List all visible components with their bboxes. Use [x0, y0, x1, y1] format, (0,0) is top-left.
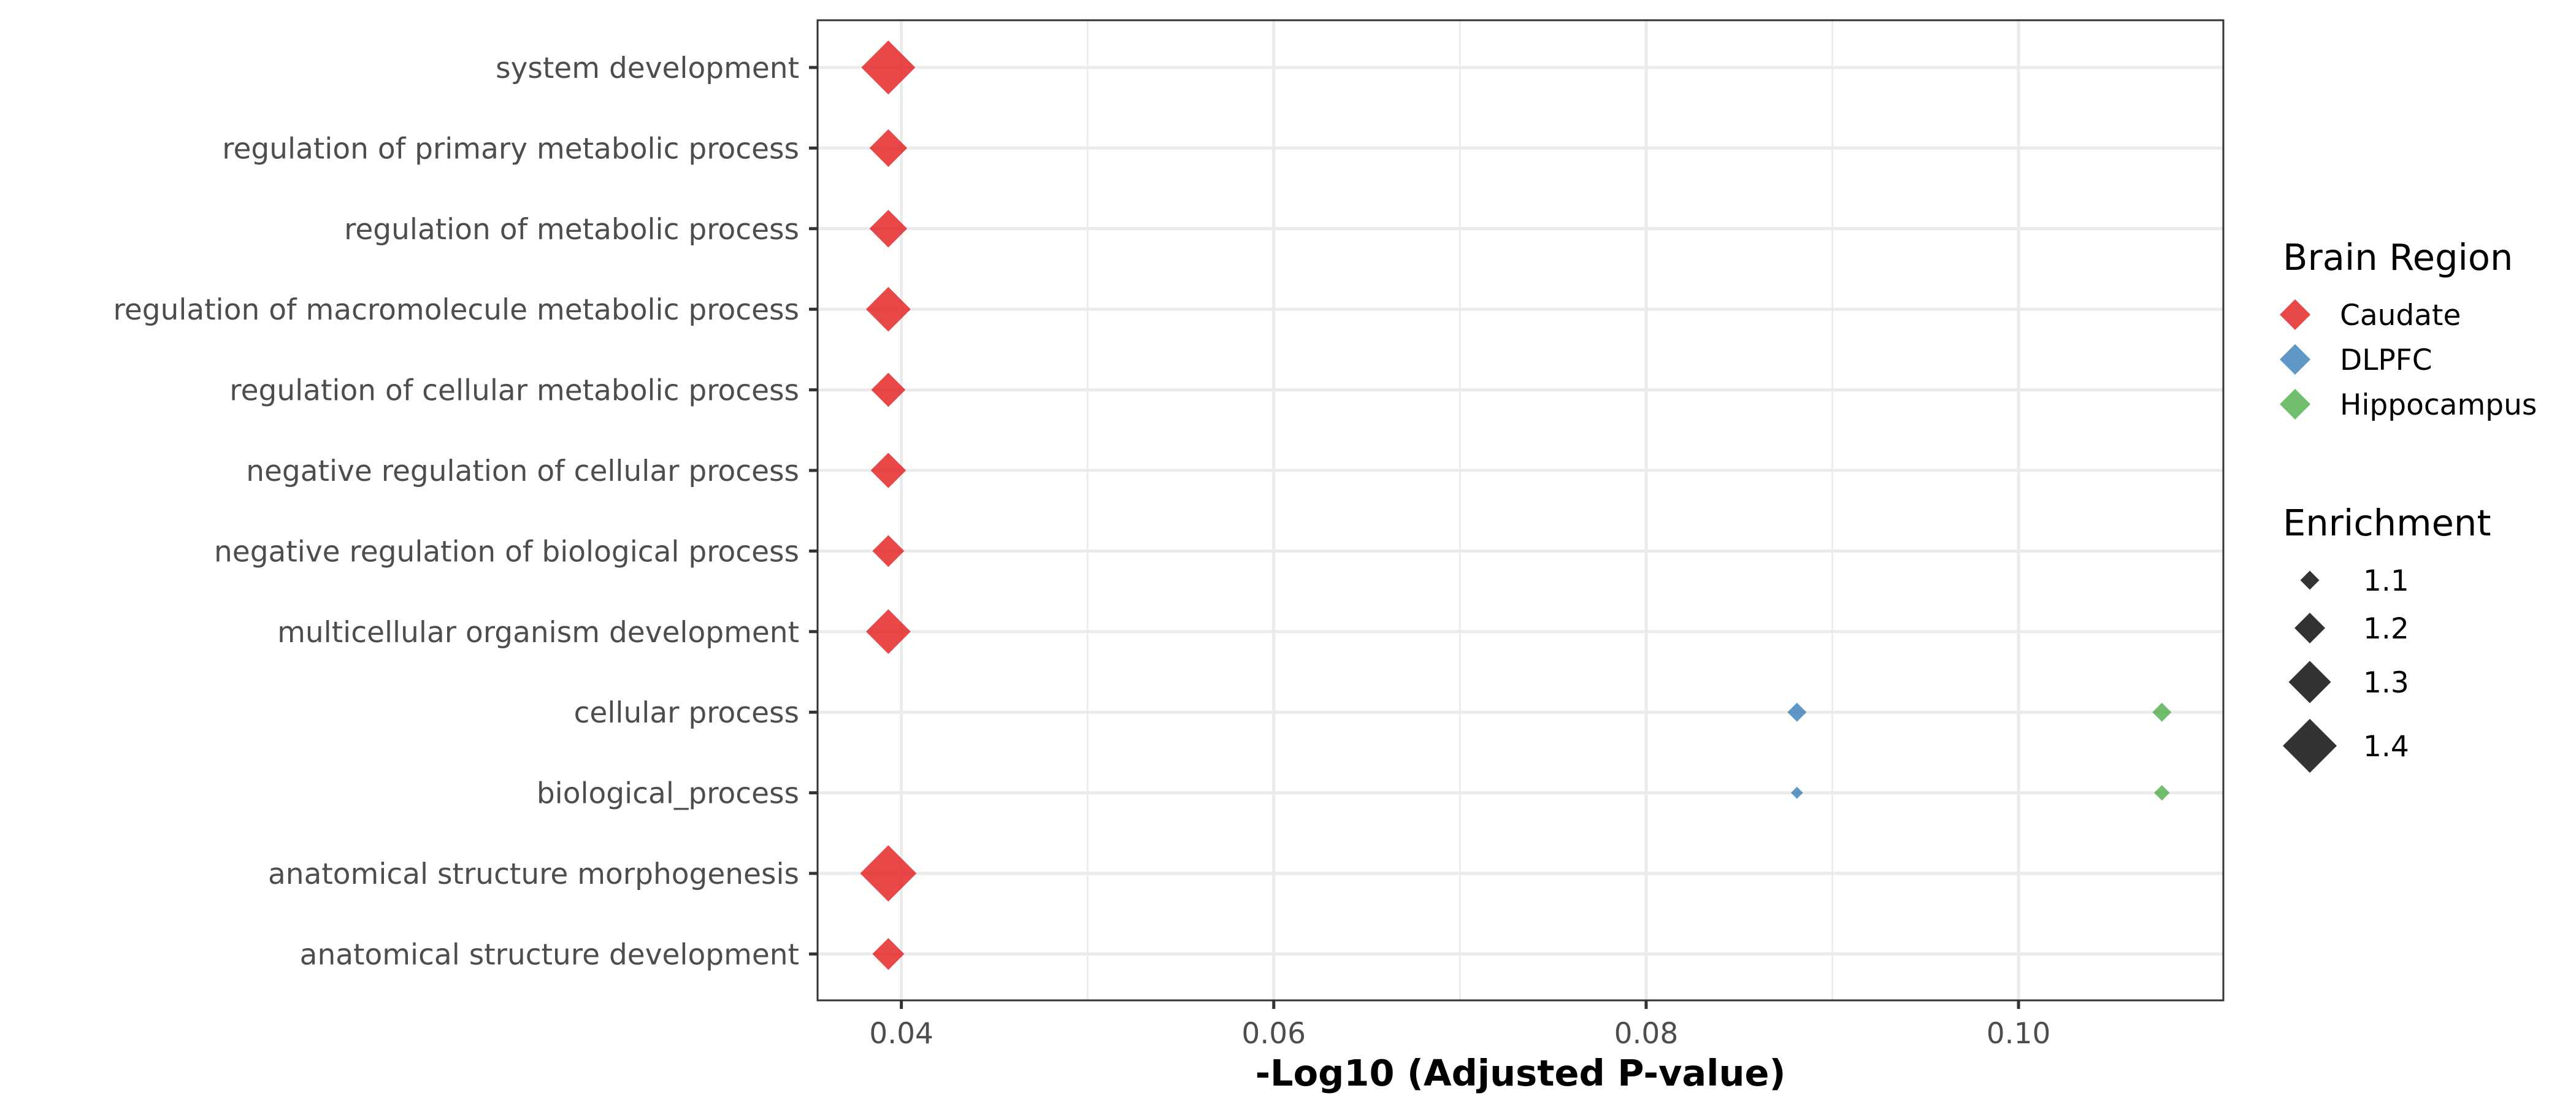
- data-point-caudate: [870, 453, 907, 488]
- legend-size-key: [2294, 613, 2325, 643]
- y-tick-label: system development: [496, 52, 799, 85]
- legend-enrichment: Enrichment 1.1 1.2 1.3 1.4: [2283, 502, 2491, 773]
- data-point-dlpfc: [1787, 702, 1807, 722]
- x-tick-label: 0.06: [1241, 1017, 1306, 1051]
- x-tick-label: 0.10: [1987, 1017, 2051, 1051]
- data-point-caudate: [871, 372, 906, 407]
- plot-panel: [816, 19, 2225, 1002]
- x-axis-title: -Log10 (Adjusted P-value): [1255, 1052, 1786, 1094]
- y-tick-label: regulation of cellular metabolic process: [229, 374, 799, 408]
- data-point-caudate: [860, 845, 917, 902]
- legend-label-dlpfc: DLPFC: [2340, 343, 2432, 377]
- legend-size-label: 1.3: [2363, 666, 2409, 700]
- y-tick-label: biological_process: [537, 777, 799, 811]
- y-tick-label: regulation of macromolecule metabolic pr…: [113, 293, 799, 327]
- legend-key-dlpfc: [2280, 344, 2310, 375]
- data-point-caudate: [869, 210, 908, 248]
- y-tick-label: regulation of primary metabolic process: [222, 132, 799, 166]
- legend-label-hippocampus: Hippocampus: [2340, 388, 2537, 422]
- data-point-caudate: [872, 535, 905, 567]
- legend-size-label: 1.2: [2363, 612, 2409, 646]
- x-tick-label: 0.08: [1614, 1017, 1679, 1051]
- y-tick-label: multicellular organism development: [277, 616, 799, 650]
- data-point-caudate: [865, 286, 911, 332]
- legend-size-label: 1.1: [2363, 564, 2409, 598]
- legend-size-title: Enrichment: [2283, 502, 2491, 544]
- data-points: [860, 40, 2172, 970]
- panel-background: [818, 20, 2223, 1000]
- x-tick-label: 0.04: [869, 1017, 933, 1051]
- y-tick-label: anatomical structure morphogenesis: [268, 857, 799, 891]
- legend-color-title: Brain Region: [2283, 236, 2513, 278]
- data-point-caudate: [872, 938, 905, 970]
- grid-lines: [818, 20, 2223, 1000]
- data-point-caudate: [861, 40, 916, 94]
- y-tick-label: negative regulation of cellular process: [246, 454, 799, 488]
- y-tick-label: cellular process: [574, 696, 799, 730]
- y-axis: system development regulation of primary …: [113, 52, 818, 972]
- x-axis: 0.04 0.06 0.08 0.10: [869, 1000, 2050, 1051]
- data-point-caudate: [869, 129, 908, 167]
- legend-size-label: 1.4: [2363, 730, 2409, 764]
- legend-size-key: [2300, 570, 2320, 590]
- panel-border: [816, 19, 2225, 1002]
- y-tick-label: anatomical structure development: [300, 938, 799, 972]
- y-tick-label: regulation of metabolic process: [344, 213, 799, 247]
- legend-brain-region: Brain Region Caudate DLPFC Hippocampus: [2280, 236, 2537, 422]
- legend-label-caudate: Caudate: [2340, 299, 2461, 332]
- data-point-hippocampus: [2154, 784, 2170, 801]
- legend-key-hippocampus: [2280, 389, 2310, 420]
- y-tick-label: negative regulation of biological proces…: [214, 535, 799, 569]
- data-point-dlpfc: [1791, 786, 1803, 799]
- legend-size-key: [2283, 719, 2337, 773]
- data-point-caudate: [865, 609, 911, 654]
- data-point-hippocampus: [2152, 702, 2172, 722]
- legend-key-caudate: [2280, 299, 2310, 330]
- legend-size-key: [2288, 661, 2331, 703]
